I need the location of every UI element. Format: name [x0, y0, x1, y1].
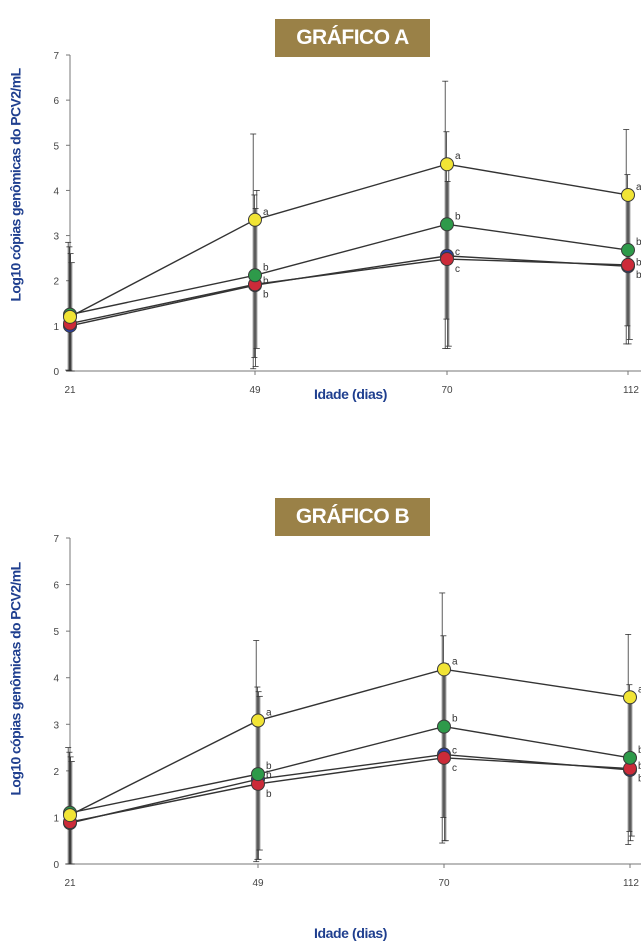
- y-tick-label: 5: [53, 627, 59, 638]
- significance-label: a: [638, 684, 641, 695]
- data-point: [623, 750, 637, 765]
- y-tick-label: 0: [53, 367, 59, 378]
- data-point: [63, 309, 77, 324]
- significance-label: c: [455, 264, 460, 275]
- x-tick-label: 112: [623, 385, 639, 396]
- x-tick-label: 112: [623, 878, 639, 889]
- chart-title: GRÁFICO B: [275, 498, 430, 536]
- significance-label: a: [452, 656, 458, 667]
- significance-label: b: [263, 276, 269, 287]
- y-tick-label: 3: [53, 232, 59, 243]
- significance-label: b: [636, 257, 641, 268]
- series-line: [69, 163, 629, 318]
- y-tick-label: 3: [53, 720, 59, 731]
- chart-panel-a: GRÁFICO A Log10 cópias genômicas do PCV2…: [8, 19, 641, 402]
- y-tick-label: 2: [53, 277, 59, 288]
- chart-title: GRÁFICO A: [275, 19, 430, 57]
- y-tick-label: 1: [53, 322, 59, 333]
- significance-label: b: [266, 789, 272, 800]
- series-line: [69, 668, 631, 816]
- significance-label: b: [263, 289, 269, 300]
- x-axis-label: Idade (dias): [314, 925, 387, 941]
- data-point: [621, 243, 635, 258]
- y-tick-label: 0: [53, 860, 59, 871]
- y-tick-label: 6: [53, 96, 59, 107]
- significance-label: b: [638, 745, 641, 756]
- significance-label: b: [455, 211, 461, 222]
- data-point: [623, 690, 637, 705]
- significance-label: b: [263, 262, 269, 273]
- data-point: [248, 268, 262, 283]
- data-point: [63, 808, 77, 823]
- series-line: [69, 725, 631, 814]
- data-point: [440, 252, 454, 267]
- significance-label: a: [636, 182, 641, 193]
- y-tick-label: 4: [53, 186, 59, 197]
- data-point: [437, 750, 451, 765]
- significance-label: b: [636, 237, 641, 248]
- significance-label: b: [638, 761, 641, 772]
- y-tick-label: 7: [53, 51, 59, 62]
- data-point: [440, 157, 454, 172]
- chart-panel-b: GRÁFICO B Log10 cópias genômicas do PCV2…: [0, 478, 641, 947]
- data-point: [251, 713, 265, 728]
- series-line: [69, 255, 629, 327]
- data-point: [437, 662, 451, 677]
- data-point: [440, 217, 454, 232]
- y-tick-label: 1: [53, 813, 59, 824]
- x-tick-label: 49: [249, 385, 261, 396]
- x-tick-label: 21: [64, 878, 76, 889]
- y-tick-label: 5: [53, 141, 59, 152]
- y-tick-label: 2: [53, 767, 59, 778]
- significance-label: b: [636, 270, 641, 281]
- significance-label: a: [455, 151, 461, 162]
- significance-label: b: [638, 774, 641, 785]
- x-tick-label: 70: [441, 385, 453, 396]
- significance-label: c: [452, 763, 457, 774]
- data-point: [248, 212, 262, 227]
- data-point: [621, 187, 635, 202]
- significance-label: a: [266, 708, 272, 719]
- series-line: [69, 223, 629, 316]
- x-axis-label: Idade (dias): [314, 386, 387, 402]
- y-tick-label: 4: [53, 674, 59, 685]
- significance-label: b: [266, 770, 272, 781]
- significance-label: c: [455, 247, 460, 258]
- data-point: [251, 767, 265, 782]
- data-point: [621, 257, 635, 272]
- significance-label: b: [266, 761, 272, 772]
- series-line: [69, 258, 629, 325]
- x-tick-label: 21: [64, 385, 76, 396]
- y-tick-label: 6: [53, 581, 59, 592]
- significance-label: a: [263, 207, 269, 218]
- x-tick-label: 70: [438, 878, 450, 889]
- series-line: [69, 753, 631, 824]
- significance-label: c: [452, 746, 457, 757]
- significance-label: b: [452, 714, 458, 725]
- x-tick-label: 49: [252, 878, 264, 889]
- series-line: [69, 757, 631, 823]
- data-point: [437, 719, 451, 734]
- y-tick-label: 7: [53, 534, 59, 545]
